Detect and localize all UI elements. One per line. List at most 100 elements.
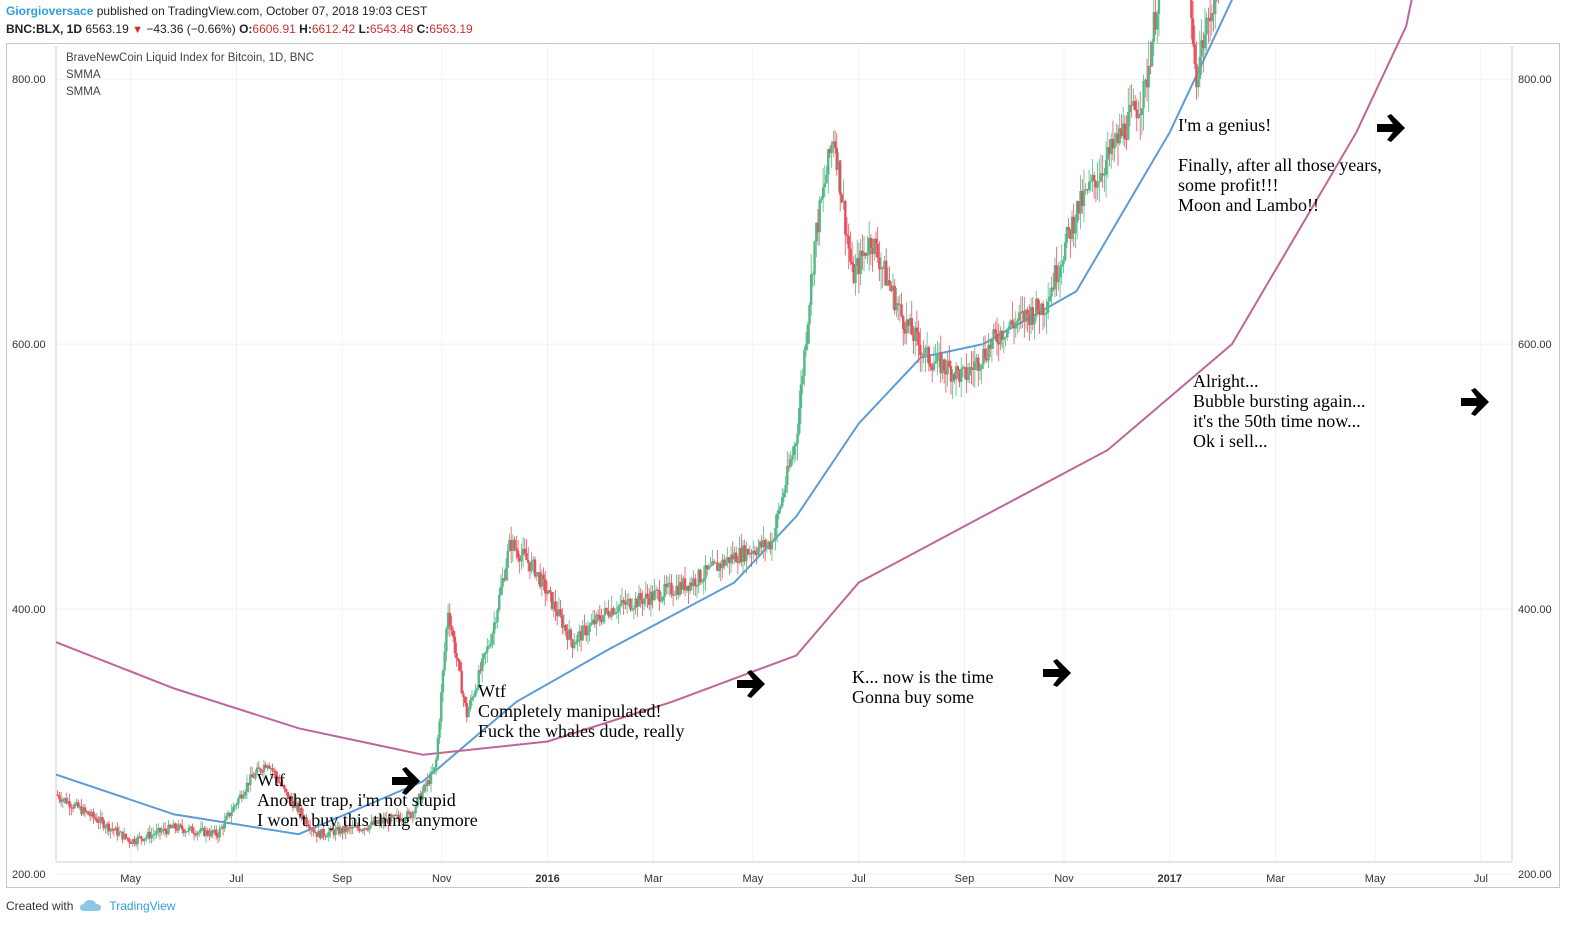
candle-body [932, 363, 936, 371]
candle-body [414, 806, 417, 814]
author-link[interactable]: Giorgioversace [6, 4, 94, 18]
candle-body [334, 829, 337, 836]
candle-body [697, 569, 700, 586]
candle-body [191, 826, 194, 833]
candle-body [180, 825, 184, 830]
candle-body [931, 367, 934, 371]
candle-body [937, 352, 941, 354]
candle-body [743, 545, 746, 562]
candle-body [625, 600, 629, 605]
candle-body [170, 827, 174, 829]
candle-body [555, 611, 559, 617]
candle-body [750, 552, 753, 554]
candle-body [151, 834, 155, 836]
candle-body [866, 254, 869, 256]
candle-body [107, 823, 111, 832]
candle-body [838, 160, 842, 195]
candle-body [786, 465, 789, 486]
right-arrow-icon [1043, 659, 1071, 687]
candle-body [341, 827, 344, 833]
candle-body [276, 776, 279, 782]
candle-body [487, 645, 491, 647]
candle-body [961, 367, 965, 369]
candle-body [579, 631, 583, 641]
candle-body [613, 612, 617, 615]
candle-body [61, 799, 65, 802]
candle-body [448, 612, 451, 626]
candle-body [479, 669, 482, 672]
annotation-line: Fuck the whales dude, really [478, 721, 684, 741]
candle-body [920, 354, 924, 356]
candle-body [1152, 11, 1156, 42]
candle-body [682, 578, 685, 590]
candle-body [755, 553, 758, 555]
candle-body [1048, 296, 1052, 302]
candle-body [254, 772, 257, 779]
candle-body [973, 361, 977, 370]
candle-body [1043, 314, 1046, 316]
candle-body [1156, 13, 1159, 30]
candle-body [1120, 128, 1123, 136]
candle-body [267, 765, 271, 769]
candle-body [1154, 11, 1157, 30]
candle-body [876, 243, 879, 258]
candle-body [150, 834, 153, 839]
candle-body [1149, 65, 1152, 67]
candle-body [833, 141, 837, 148]
candle-body [162, 828, 165, 831]
candle-body [629, 599, 632, 610]
candle-body [509, 539, 513, 551]
candle-body [1099, 173, 1103, 182]
y-axis-right: 200.00400.00600.00800.001000.001200.0014… [1518, 74, 1552, 881]
candle-body [752, 550, 755, 554]
candle-body [228, 812, 232, 817]
candle-body [1121, 123, 1125, 136]
candle-body [201, 827, 204, 829]
tradingview-link[interactable]: TradingView [109, 899, 176, 913]
candle-body [1041, 303, 1045, 316]
price-change: −43.36 (−0.66%) [146, 22, 236, 36]
candle-body [315, 832, 319, 837]
candle-body [58, 795, 61, 800]
candle-body [704, 565, 707, 579]
candle-body [286, 791, 290, 799]
open-value: 6606.91 [252, 22, 296, 36]
candle-body [740, 547, 743, 562]
candle-body [366, 829, 370, 831]
candle-body [206, 830, 209, 835]
candle-body [944, 370, 948, 375]
cloud-icon [80, 900, 102, 911]
candle-body [1055, 265, 1058, 283]
indicator-smma-1[interactable]: SMMA [66, 69, 101, 81]
candle-body [499, 586, 503, 595]
candle-body [95, 818, 99, 822]
candle-body [540, 574, 544, 587]
candle-body [300, 807, 303, 815]
candle-body [663, 583, 666, 598]
candle-body [165, 830, 169, 835]
candle-body [624, 602, 627, 605]
candle-body [140, 836, 143, 839]
candle-body [971, 368, 975, 370]
candle-body [136, 836, 140, 844]
candle-body [954, 366, 958, 380]
candle-body [371, 821, 375, 825]
candle-body [320, 828, 324, 839]
candle-body [523, 548, 526, 554]
created-with-label: Created with [6, 899, 74, 913]
candle-body [122, 833, 126, 840]
candle-body [436, 737, 440, 760]
candle-body [677, 585, 680, 595]
indicator-smma-2[interactable]: SMMA [66, 86, 101, 98]
candle-body [85, 811, 88, 813]
candle-body [102, 820, 105, 829]
candle-body [397, 814, 400, 818]
candle-body [242, 795, 245, 799]
x-tick-label: Sep [332, 873, 352, 885]
candle-body [1084, 189, 1087, 191]
candle-body [111, 828, 114, 830]
candle-body [209, 830, 213, 837]
candle-body [92, 811, 95, 818]
candle-body [1092, 175, 1096, 182]
